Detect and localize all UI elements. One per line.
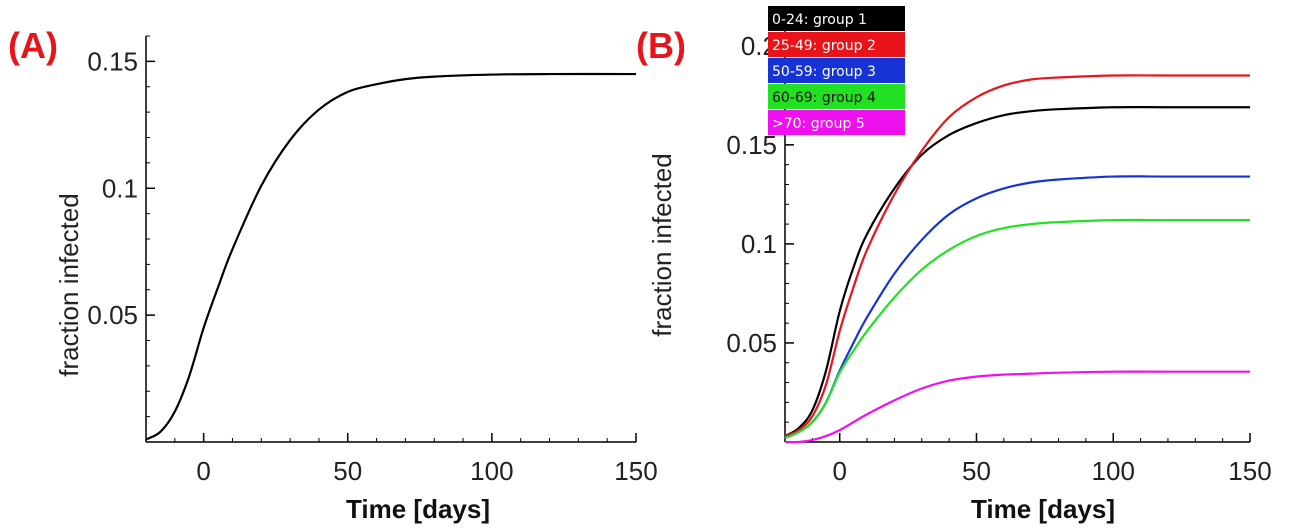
panel-a-x-tick-label: 100	[470, 456, 513, 486]
panel-b-y-tick-label: 0.1	[741, 229, 777, 259]
panel-a-series-line-1	[145, 72, 637, 441]
panel-b-series-line-5	[784, 370, 1250, 444]
legend-entry-1: 0-24: group 1	[772, 12, 867, 28]
panel-b-xlabel: Time [days]	[971, 494, 1115, 524]
legend-entry-2: 25-49: group 2	[772, 38, 876, 54]
panel-a-label: (A)	[8, 25, 58, 66]
panel-b-series-line-2	[784, 74, 1250, 438]
panel-b-x-tick-label: 50	[962, 456, 991, 486]
panel-b-ylabel: fraction infected	[647, 153, 677, 337]
panel-b-x-tick-label: 0	[832, 456, 846, 486]
panel-b-series-line-1	[784, 105, 1250, 438]
legend-swatch-4	[768, 84, 905, 109]
panel-b-series-line-4	[784, 218, 1250, 440]
panel-a: (A) fraction infected Time [days] 0 50 100…	[8, 25, 658, 524]
legend-swatch-2	[768, 32, 905, 57]
legend-entry-4: 60-69: group 4	[772, 90, 876, 106]
panel-a-y-tick-label: 0.05	[87, 300, 138, 330]
panel-b-legend: 0-24: group 1 25-49: group 2 50-59: group …	[768, 6, 905, 135]
panel-a-x-tick-label: 150	[614, 456, 657, 486]
legend-swatch-5	[768, 110, 905, 135]
panel-b-y-tick-label: 0.05	[726, 328, 777, 358]
legend-entry-3: 50-59: group 3	[772, 64, 876, 80]
panel-b-label: (B)	[636, 25, 686, 66]
panel-a-y-tick-label: 0.15	[87, 46, 138, 76]
panel-b-x-tick-label: 150	[1228, 456, 1271, 486]
panel-b-x-tick-label: 100	[1092, 456, 1135, 486]
panel-b: (B) fraction infected Time [days] 0 50 100…	[636, 6, 1272, 524]
panel-a-x-tick-label: 0	[196, 456, 210, 486]
legend-swatch-3	[768, 58, 905, 83]
legend-swatch-1	[768, 6, 905, 31]
legend-entry-5: >70: group 5	[772, 116, 865, 132]
panel-a-xlabel: Time [days]	[346, 494, 490, 524]
panel-b-series-line-3	[784, 175, 1250, 440]
panel-a-y-tick-label: 0.1	[102, 173, 138, 203]
panel-a-x-tick-label: 50	[333, 456, 362, 486]
panel-a-ylabel: fraction infected	[54, 193, 84, 377]
